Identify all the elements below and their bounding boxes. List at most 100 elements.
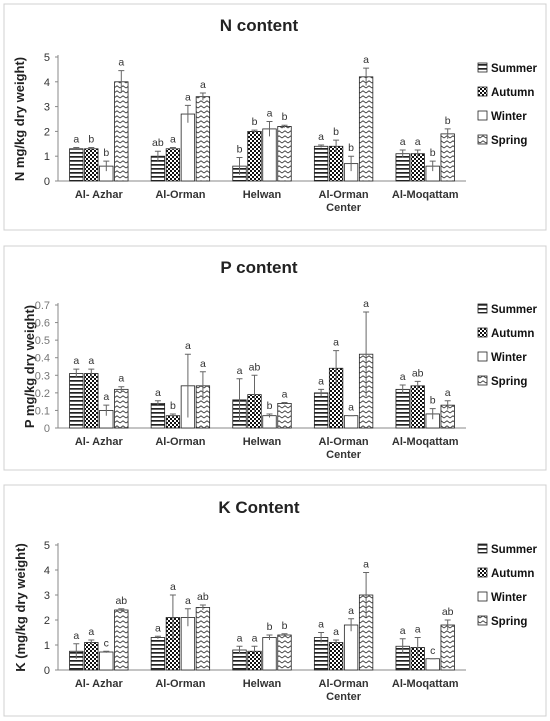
- significance-label: b: [237, 143, 243, 155]
- significance-label: a: [445, 387, 451, 399]
- error-bar: [363, 67, 370, 86]
- y-tick-label: 3: [44, 102, 50, 114]
- error-bar: [251, 374, 258, 414]
- bar-summer: [150, 637, 166, 671]
- significance-label: a: [400, 371, 406, 383]
- significance-label: a: [237, 632, 243, 644]
- bar-summer: [395, 153, 410, 182]
- y-tick-label: 4: [44, 77, 50, 89]
- significance-label: a: [348, 605, 354, 617]
- error-bar: [251, 645, 258, 657]
- significance-label: b: [445, 115, 451, 127]
- error-bar: [429, 160, 436, 172]
- error-bar: [363, 311, 370, 397]
- x-tick-label: Al-Moqattam: [392, 678, 459, 690]
- bar-summer: [313, 392, 329, 429]
- error-bar: [103, 650, 110, 653]
- x-tick-label: Center: [326, 202, 362, 214]
- legend-swatch-winter: [477, 110, 488, 121]
- x-tick-label: Al-Orman: [155, 189, 205, 201]
- error-bar: [266, 413, 273, 418]
- legend-label-autumn: Autumn: [491, 568, 534, 580]
- significance-label: ab: [152, 137, 164, 149]
- error-bar: [399, 638, 406, 654]
- error-bar: [236, 156, 243, 175]
- error-bar: [348, 618, 355, 632]
- significance-label: a: [363, 54, 369, 66]
- error-bar: [414, 149, 421, 158]
- error-bar: [363, 572, 370, 618]
- significance-label: a: [252, 632, 258, 644]
- y-tick-label: 0.6: [35, 318, 50, 330]
- error-bar: [118, 608, 125, 612]
- y-axis-label: N mg/kg dry weight): [12, 57, 27, 181]
- significance-label: a: [333, 337, 339, 349]
- error-bar: [318, 632, 325, 643]
- bar-winter: [180, 113, 196, 182]
- y-tick-label: 0: [44, 665, 50, 677]
- chart-title: N content: [220, 16, 299, 35]
- bar-autumn: [165, 415, 181, 429]
- error-bar: [444, 619, 451, 630]
- y-axis-label: P mg/kg dry weight): [22, 305, 37, 428]
- legend-label-autumn: Autumn: [491, 87, 534, 99]
- significance-label: a: [400, 136, 406, 148]
- legend-swatch-summer: [477, 543, 488, 554]
- error-bar: [103, 404, 110, 416]
- y-tick-label: 0: [44, 176, 50, 188]
- significance-label: a: [185, 91, 191, 103]
- error-bar: [318, 388, 325, 397]
- bar-winter: [425, 658, 440, 671]
- error-bar: [399, 149, 406, 158]
- error-bar: [199, 92, 206, 101]
- y-tick-label: 4: [44, 565, 50, 577]
- chart-frame: [3, 3, 547, 231]
- x-tick-label: Helwan: [243, 189, 282, 201]
- x-tick-label: Al- Azhar: [75, 678, 124, 690]
- bar-autumn: [84, 373, 99, 429]
- legend-swatch-summer: [477, 62, 488, 73]
- y-tick-label: 0.5: [35, 335, 50, 347]
- bar-autumn: [410, 385, 425, 429]
- legend-swatch-summer: [477, 303, 488, 314]
- bar-spring: [277, 402, 292, 429]
- bar-spring: [358, 76, 374, 182]
- legend-swatch-winter: [477, 591, 488, 602]
- error-bar: [103, 160, 110, 172]
- y-tick-label: 1: [44, 151, 50, 163]
- error-bar: [154, 635, 161, 639]
- bar-winter: [99, 651, 114, 671]
- error-bar: [88, 639, 95, 645]
- legend-label-summer: Summer: [491, 304, 538, 316]
- y-tick-label: 0.3: [35, 370, 50, 382]
- error-bar: [333, 639, 340, 645]
- error-bar: [236, 378, 243, 421]
- error-bar: [199, 371, 206, 400]
- error-bar: [184, 104, 191, 123]
- error-bar: [169, 413, 176, 418]
- legend-label-winter: Winter: [491, 111, 527, 123]
- significance-label: a: [155, 622, 161, 634]
- significance-label: a: [200, 79, 206, 91]
- legend-swatch-spring: [477, 134, 488, 145]
- error-bar: [199, 604, 206, 610]
- significance-label: b: [88, 134, 94, 146]
- significance-label: a: [73, 630, 79, 642]
- error-bar: [88, 147, 95, 150]
- x-tick-label: Al- Azhar: [75, 189, 124, 201]
- legend-label-winter: Winter: [491, 592, 527, 604]
- legend-swatch-autumn: [477, 567, 488, 578]
- significance-label: ab: [249, 361, 261, 373]
- y-tick-label: 5: [44, 52, 50, 64]
- chart-frame: [3, 484, 547, 717]
- significance-label: c: [104, 637, 109, 649]
- error-bar: [184, 353, 191, 418]
- significance-label: ab: [197, 591, 209, 603]
- bar-winter: [343, 415, 359, 429]
- y-tick-label: 0.4: [35, 353, 50, 365]
- x-tick-label: Al- Azhar: [75, 436, 124, 448]
- error-bar: [429, 408, 436, 420]
- bar-winter: [262, 415, 277, 429]
- chart-panel-2: P content P mg/kg dry weight) 0 0.1 0.2 0.3 0.…: [3, 245, 547, 471]
